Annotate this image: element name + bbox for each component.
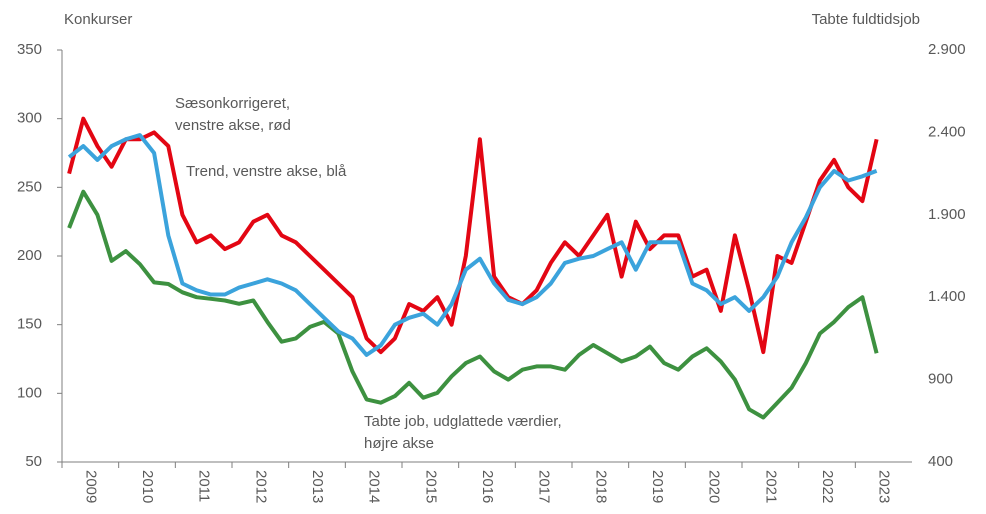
series-line <box>67 116 879 355</box>
x-tick-label: 2013 <box>309 470 326 503</box>
series-line <box>67 133 878 357</box>
y-tick-label: 100 <box>17 384 42 401</box>
annotation: Trend, venstre akse, blå <box>186 163 347 180</box>
y-tick-label: 250 <box>17 178 42 195</box>
x-tick-label: 2021 <box>762 470 779 503</box>
x-tick-label: 2009 <box>82 470 99 503</box>
annotation: Sæsonkorrigeret, <box>175 95 290 112</box>
x-tick-label: 2019 <box>649 470 666 503</box>
x-tick-label: 2015 <box>422 470 439 503</box>
x-tick-label: 2022 <box>819 470 836 503</box>
y-tick-label: 200 <box>17 247 42 264</box>
x-tick-label: 2010 <box>139 470 156 503</box>
y2-tick-label: 400 <box>928 453 953 470</box>
x-tick-label: 2016 <box>479 470 496 503</box>
x-tick-label: 2011 <box>196 470 213 502</box>
y2-tick-label: 2.400 <box>928 123 966 140</box>
y-tick-label: 50 <box>25 453 42 470</box>
y-tick-label: 350 <box>17 41 42 58</box>
x-tick-label: 2020 <box>706 470 723 503</box>
x-tick-label: 2014 <box>366 470 383 503</box>
x-tick-label: 2018 <box>592 470 609 503</box>
series-line <box>67 189 879 420</box>
y2-tick-label: 2.900 <box>928 41 966 58</box>
y2-tick-label: 1.900 <box>928 206 966 223</box>
x-tick-label: 2023 <box>876 470 893 503</box>
annotation: højre akse <box>364 435 434 452</box>
annotation: Tabte job, udglattede værdier, <box>364 413 562 430</box>
x-tick-label: 2012 <box>252 470 269 503</box>
y-tick-label: 300 <box>17 110 42 127</box>
y-axis-title: Konkurser <box>64 11 132 28</box>
y-tick-label: 150 <box>17 316 42 333</box>
annotation: venstre akse, rød <box>175 117 291 134</box>
y2-axis-title: Tabte fuldtidsjob <box>812 11 920 28</box>
y2-tick-label: 900 <box>928 371 953 388</box>
y2-tick-label: 1.400 <box>928 288 966 305</box>
x-tick-label: 2017 <box>536 470 553 503</box>
